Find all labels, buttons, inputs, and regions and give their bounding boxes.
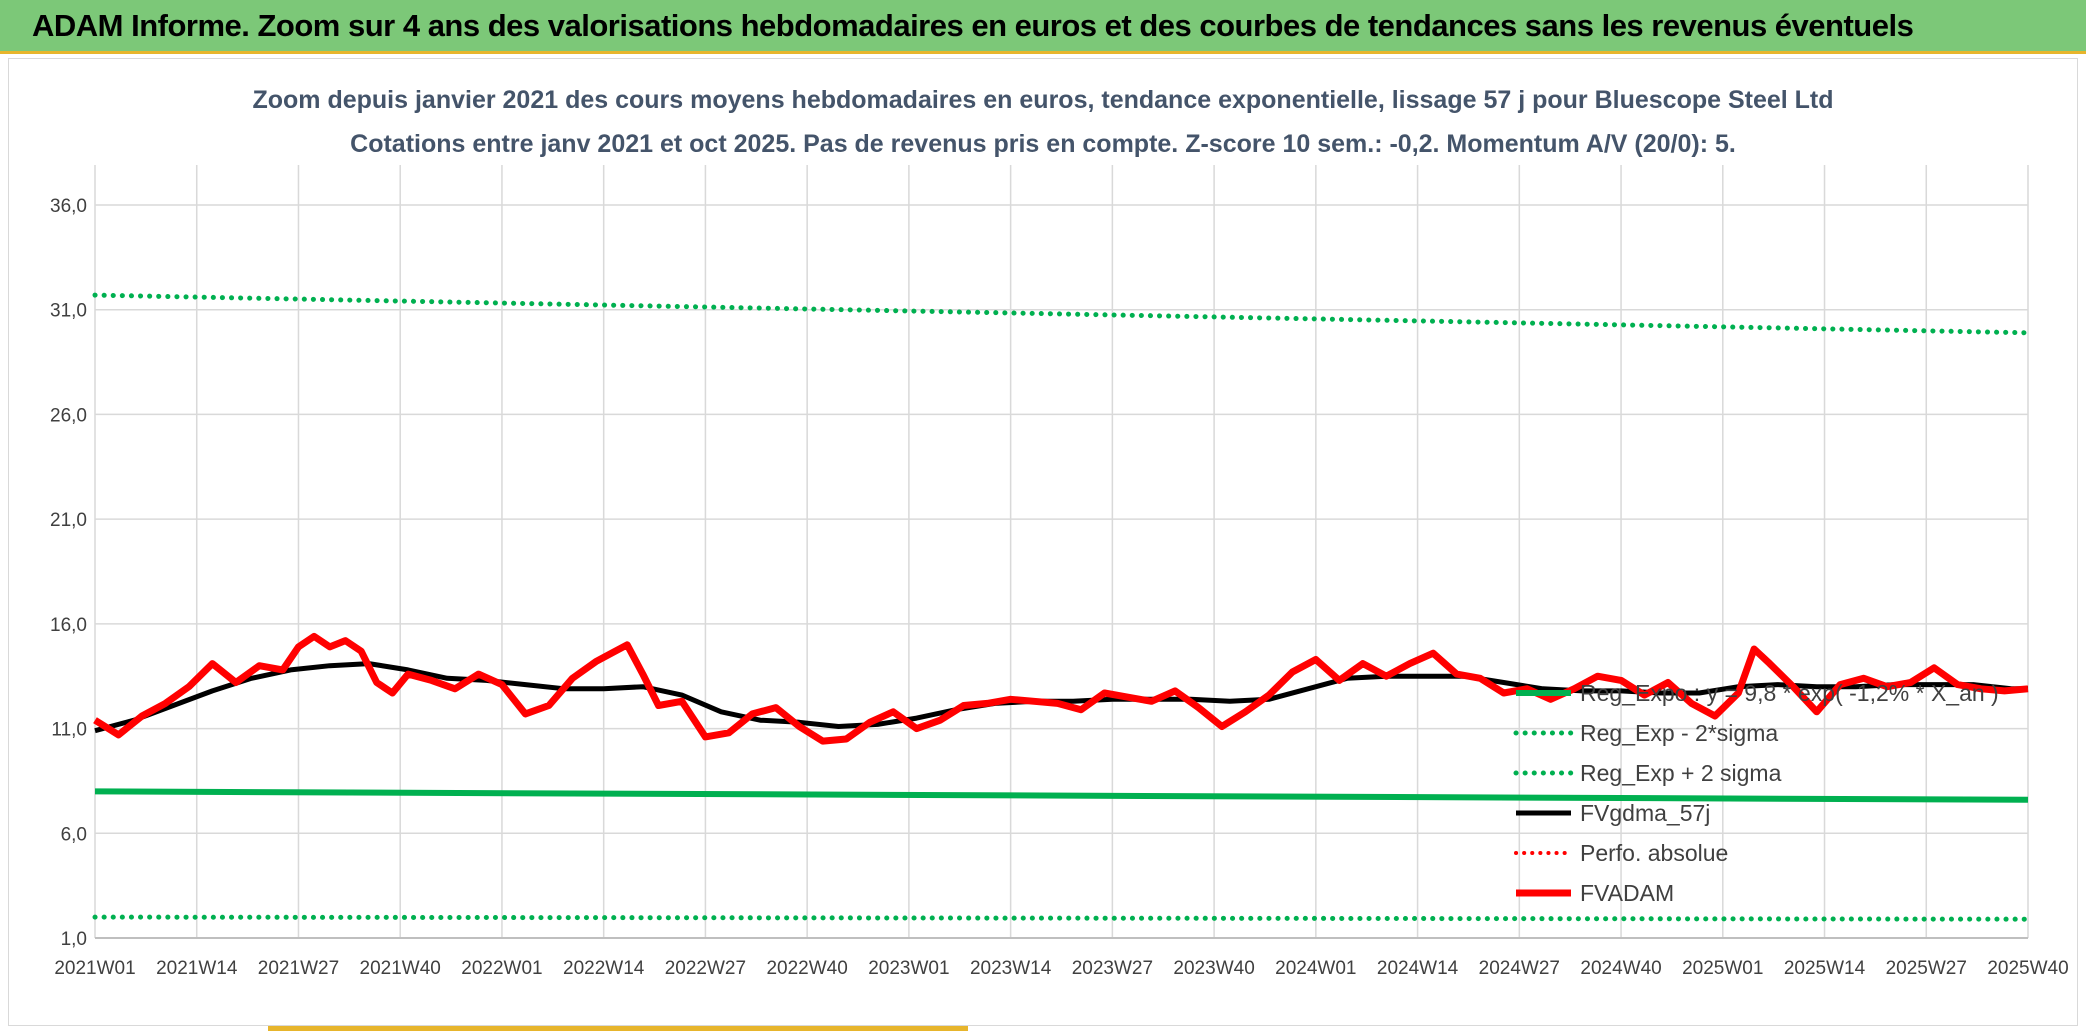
legend-label: FVgdma_57j <box>1580 800 1710 826</box>
x-tick-label: 2024W40 <box>1580 958 1661 979</box>
x-tick-label: 2023W01 <box>868 958 949 979</box>
x-tick-label: 2025W14 <box>1784 958 1866 979</box>
x-tick-label: 2021W27 <box>258 958 339 979</box>
legend-label: Reg_Expo : y = 9,8 * exp( -1,2% * X_an ) <box>1580 680 1999 706</box>
y-tick-label: 1,0 <box>61 929 87 950</box>
x-tick-label: 2022W27 <box>665 958 746 979</box>
grid <box>94 165 2029 939</box>
series-reg-exp-2-sigma <box>92 914 2031 922</box>
series-reg-expo <box>94 788 2029 803</box>
x-tick-label: 2023W27 <box>1072 958 1153 979</box>
x-tick-label: 2025W01 <box>1682 958 1763 979</box>
x-tick-label: 2021W40 <box>360 958 441 979</box>
axes: 1,0 6,0 11,0 16,0 21,0 26,0 31,0 36,0 2021W01 202… <box>50 196 2069 979</box>
x-tick-label: 2022W40 <box>766 958 847 979</box>
report-banner: ADAM Informe. Zoom sur 4 ans des valoris… <box>0 0 2086 54</box>
y-tick-label: 11,0 <box>51 720 87 741</box>
series-group <box>92 292 2031 922</box>
x-tick-label: 2023W40 <box>1173 958 1254 979</box>
x-tick-label: 2022W01 <box>461 958 542 979</box>
chart-title-line1: Zoom depuis janvier 2021 des cours moyen… <box>252 86 1833 114</box>
legend-label: Reg_Exp + 2 sigma <box>1580 760 1782 786</box>
y-tick-label: 26,0 <box>50 405 87 426</box>
report-title: ADAM Informe. Zoom sur 4 ans des valoris… <box>32 8 1914 43</box>
legend-label: Perfo. absolue <box>1580 840 1728 866</box>
legend-label: Reg_Exp - 2*sigma <box>1580 720 1778 746</box>
legend-label: FVADAM <box>1580 880 1674 906</box>
y-tick-label: 21,0 <box>50 510 87 531</box>
legend: Reg_Expo : y = 9,8 * exp( -1,2% * X_an )… <box>1513 680 1999 906</box>
x-tick-label: 2024W27 <box>1479 958 1560 979</box>
y-tick-label: 6,0 <box>61 824 87 845</box>
x-tick-label: 2025W27 <box>1886 958 1967 979</box>
bottom-accent-bar <box>268 1026 968 1031</box>
chart-frame <box>8 58 2078 1026</box>
x-tick-label: 2024W14 <box>1377 958 1459 979</box>
y-tick-label: 16,0 <box>50 615 87 636</box>
series-fvgdma-57j <box>94 661 2028 734</box>
x-tick-label: 2021W14 <box>156 958 238 979</box>
chart-title-line2: Cotations entre janv 2021 et oct 2025. P… <box>350 130 1736 158</box>
x-tick-label: 2023W14 <box>970 958 1052 979</box>
x-tick-label: 2025W40 <box>1987 958 2068 979</box>
y-tick-label: 31,0 <box>50 301 87 322</box>
x-tick-label: 2024W01 <box>1275 958 1356 979</box>
series-fvadam <box>93 632 2029 745</box>
x-tick-label: 2021W01 <box>54 958 135 979</box>
series-reg-exp-2-sigma <box>92 292 2031 336</box>
y-tick-label: 36,0 <box>50 196 87 217</box>
x-tick-label: 2022W14 <box>563 958 645 979</box>
